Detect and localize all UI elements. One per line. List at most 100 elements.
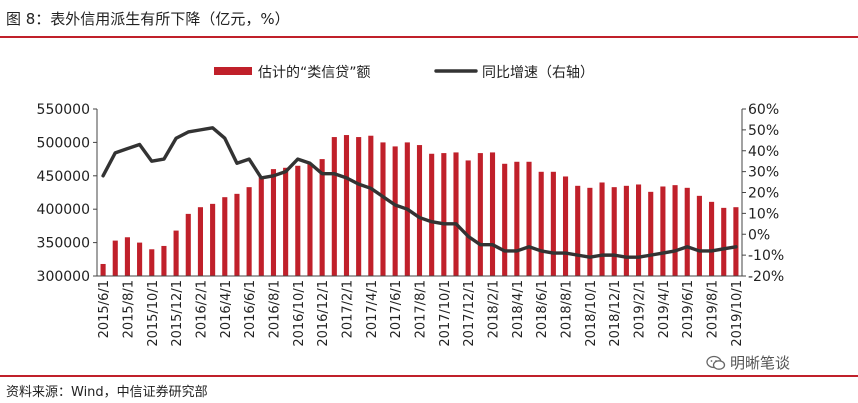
bar [197,207,203,276]
bar [684,187,690,276]
x-tick-label: 2018/8/1 [560,280,575,338]
x-tick-label: 2018/10/1 [584,280,599,347]
bar [660,186,666,276]
growth-line [101,126,738,259]
y-left-tick-label: 450000 [37,169,90,185]
x-tick-label: 2017/12/1 [462,280,477,347]
y-left-tick-label: 350000 [37,236,90,252]
y-right-tick-label: 50% [748,123,779,139]
x-tick-label: 2015/10/1 [146,280,161,347]
x-tick-label: 2017/2/1 [340,280,355,338]
y-right-tick-label: 30% [748,165,779,181]
x-tick-label: 2015/8/1 [121,280,136,338]
y-right-tick-label: 20% [748,186,779,202]
bar [441,153,447,276]
bar [368,135,374,276]
bar [733,207,739,276]
title-divider [0,36,858,38]
x-tick-label: 2016/12/1 [316,280,331,347]
legend-line-label: 同比增速（右轴） [482,65,594,81]
bar [331,137,337,276]
x-tick-label: 2018/6/1 [535,280,550,338]
bar [575,185,581,276]
combo-chart: 300000 350000 400000 450000 500000 550000 -20%… [37,65,785,347]
y-right-tick-label: 0% [748,227,770,243]
watermark: 明晰笔谈 [706,352,790,373]
y-left-tick-label: 300000 [37,269,90,285]
y-left-tick-label: 500000 [37,135,90,151]
bar [611,187,617,276]
source-note: 资料来源：Wind，中信证券研究部 [6,385,208,400]
chart-title: 图 8：表外信用派生有所下降（亿元，%） [6,10,290,28]
x-tick-label: 2018/12/1 [608,280,623,347]
x-tick-label: 2017/8/1 [414,280,429,338]
bar [173,230,179,276]
bar [721,207,727,276]
x-tick-label: 2019/10/1 [730,280,745,347]
bar [137,242,143,276]
footer-divider [0,375,858,377]
bar [502,163,508,276]
watermark-text: 明晰笔谈 [730,354,791,372]
bar [538,171,544,276]
bar [319,159,325,276]
bar [514,161,520,276]
y-right-tick-label: 10% [748,206,779,222]
bar [124,237,130,276]
bar [112,240,118,276]
bar [356,137,362,276]
bar [416,145,423,276]
bar [343,135,350,276]
bar [550,171,556,276]
bar [623,185,629,276]
bar [161,245,167,276]
bar [562,176,569,276]
bar [234,193,240,276]
bar [453,152,459,276]
bar [100,263,106,276]
legend-bar-swatch [214,67,252,75]
y-right-tick-label: 60% [748,102,779,118]
x-tick-label: 2015/12/1 [170,280,185,347]
bar [429,153,435,276]
x-tick-label: 2016/6/1 [243,280,258,338]
bar [258,177,264,276]
x-tick-label: 2016/8/1 [267,280,282,338]
x-tick-label: 2016/2/1 [194,280,209,338]
y-left-tick-label: 550000 [37,102,90,118]
bar [489,152,496,276]
bar [392,146,398,276]
bar [149,249,155,276]
y-right-tick-label: -20% [748,269,784,285]
bar [587,187,593,276]
bar [210,203,216,276]
bar [709,201,715,276]
x-tick-label: 2019/6/1 [681,280,696,338]
bar [465,160,471,276]
wechat-icon [706,355,726,370]
x-tick-label: 2018/2/1 [487,280,502,338]
y-left-tick-label: 400000 [37,202,90,218]
bar [246,187,252,276]
bar [636,184,642,276]
bar [295,165,301,276]
x-tick-label: 2015/6/1 [97,280,112,338]
y-right-tick-label: 40% [748,144,779,160]
bar [185,213,191,276]
x-tick-label: 2017/4/1 [365,280,380,338]
x-tick-label: 2019/4/1 [657,280,672,338]
x-tick-label: 2016/10/1 [292,280,307,347]
bar [307,163,313,276]
bar [696,195,702,276]
bar [222,197,228,276]
bar [672,185,678,276]
x-tick-label: 2017/6/1 [389,280,404,338]
bar [283,167,289,276]
bar [599,182,605,276]
bar [477,153,483,276]
x-tick-label: 2019/2/1 [633,280,648,338]
bar [648,191,654,276]
x-tick-label: 2017/10/1 [438,280,453,347]
y-right-tick-label: -10% [748,248,784,264]
x-tick-label: 2019/8/1 [706,280,721,338]
